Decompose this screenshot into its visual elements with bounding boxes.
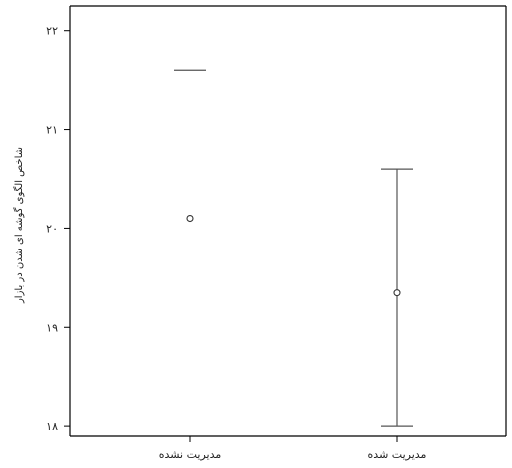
y-axis-title: شاخص الگوی گوشه ای شدن در بازار: [13, 147, 25, 304]
mean-point: [393, 289, 401, 297]
x-category-label: مدیریت شده: [368, 448, 427, 461]
series: [174, 69, 413, 427]
y-tick-label: ۱۸: [46, 420, 58, 433]
mean-point: [186, 214, 194, 223]
y-tick-label: ۲۰: [46, 222, 58, 235]
y-tick-label: ۱۹: [46, 321, 58, 334]
plot-frame: [69, 5, 507, 437]
y-tick-label: ۲۱: [46, 124, 58, 137]
x-category-label: مدیریت نشده: [159, 448, 222, 461]
y-ticks: ۱۸ ۱۹ ۲۰ ۲۱ ۲۲: [46, 25, 70, 433]
y-tick-label: ۲۲: [46, 25, 58, 38]
x-ticks: مدیریت نشده مدیریت شده: [159, 436, 427, 461]
